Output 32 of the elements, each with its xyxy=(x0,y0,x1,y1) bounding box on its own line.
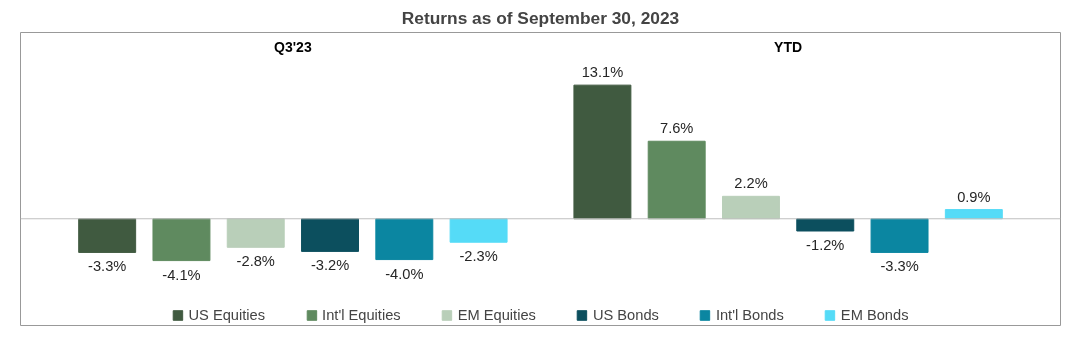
bar xyxy=(301,218,359,252)
bar xyxy=(449,218,508,243)
chart-title: Returns as of September 30, 2023 xyxy=(401,7,680,28)
data-label: -3.2% xyxy=(310,257,350,274)
legend-label: Int'l Bonds xyxy=(715,307,784,323)
x-tick-label: Q3'23 xyxy=(274,38,312,55)
data-label: -2.3% xyxy=(459,248,498,265)
data-label: 0.9% xyxy=(957,188,991,205)
data-label: 13.1% xyxy=(581,64,624,81)
data-label: 7.6% xyxy=(659,120,694,137)
legend-label: US Equities xyxy=(188,307,266,323)
legend-label: Int'l Equities xyxy=(322,307,401,323)
legend-label: EM Equities xyxy=(457,307,536,323)
legend-label: EM Bonds xyxy=(840,307,909,323)
data-label: -1.2% xyxy=(806,237,845,253)
data-label: 2.2% xyxy=(734,175,768,192)
bar xyxy=(78,218,137,253)
bar xyxy=(722,195,780,220)
bar xyxy=(375,218,434,261)
data-label: -2.8% xyxy=(236,253,275,270)
bar xyxy=(647,140,706,220)
data-label: -3.3% xyxy=(880,258,919,275)
bar xyxy=(573,84,632,220)
data-label: -3.3% xyxy=(88,258,127,275)
data-label: -4.1% xyxy=(162,266,201,283)
bar xyxy=(152,218,211,262)
bar xyxy=(796,218,855,232)
legend-label: US Bonds xyxy=(592,307,659,323)
bar xyxy=(226,218,285,248)
x-tick-label: YTD xyxy=(774,38,803,55)
bar xyxy=(870,218,929,253)
data-label: -4.0% xyxy=(385,265,424,282)
